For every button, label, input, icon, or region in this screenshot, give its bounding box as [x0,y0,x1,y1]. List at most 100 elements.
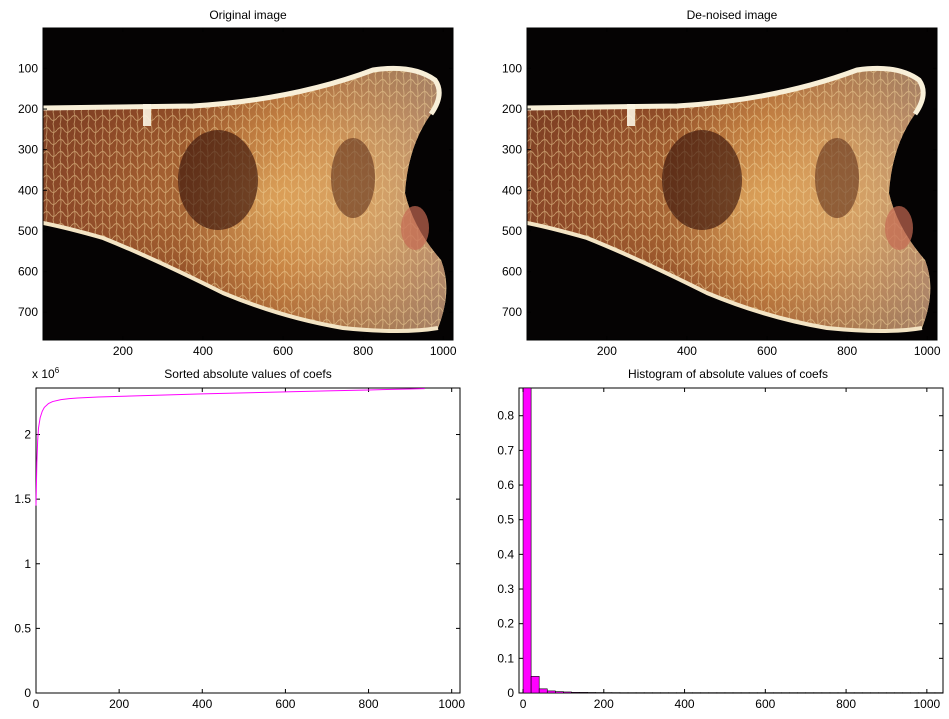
x-tick-label: 1000 [913,697,940,711]
x-tick-label: 200 [597,344,617,358]
y-tick-label: 700 [18,305,38,319]
x-tick-label: 200 [109,697,129,711]
y-tick-label: 0.4 [497,547,514,561]
y-tick-label: 1.5 [14,492,31,506]
histogram-bar [781,692,790,694]
tick-group: 200 400 600 800 1000 100 200 300 400 500 600 700 [18,28,457,358]
axes-frame [35,387,461,694]
histogram-bar [894,692,903,694]
y-tick-label: 0.5 [14,621,31,635]
y-tick-label: 0.2 [497,617,514,631]
histogram-bar [748,692,758,694]
y-tick-label: 500 [502,224,522,238]
y-tick-label: 200 [502,102,522,116]
x-tick-label: 1000 [430,344,457,358]
y-tick-label: 700 [502,305,522,319]
y-tick-label: 400 [18,183,38,197]
histogram-bar [595,692,605,694]
tick-group: 0 200 400 600 800 1000 0 0.5 1 1.5 2 [14,388,465,711]
histogram-bar [643,692,653,694]
histogram-bar [837,692,847,694]
histogram-bar [926,692,936,694]
histogram-bar [692,692,702,694]
y-tick-label: 100 [18,61,38,75]
x-tick-label: 200 [113,344,133,358]
histogram-bar [902,692,911,694]
histogram-bar [756,692,766,694]
y-tick-label: 600 [502,265,522,279]
histogram-bar [853,692,863,694]
axes-frame [42,27,454,341]
histogram-bar [821,692,831,694]
histogram-bar [603,692,613,694]
y-tick-label: 0 [24,686,31,700]
histogram-bar [805,692,815,694]
histogram-bar [619,692,629,694]
y-tick-label: 0.3 [497,582,514,596]
histogram-bar [732,692,742,694]
axes-frame [526,27,938,341]
histogram-bar [676,692,685,694]
histogram-bar [684,692,693,694]
histogram-bar [587,692,597,694]
histogram-bar [563,691,572,694]
tick-group: 0 200 400 600 800 1000 0 0.1 0.2 0.3 0.4 0.5 0.6 0.7 0… [497,388,943,711]
histogram-bar [813,692,823,694]
y-tick-label: 0.6 [497,478,514,492]
chart-title: Sorted absolute values of coefs [164,367,331,381]
x-tick-label: 800 [836,697,856,711]
y-tick-label: 600 [18,265,38,279]
histogram-bar [660,692,669,694]
histogram-bar [538,688,548,694]
histogram-bar [700,692,710,694]
y-tick-label: 500 [18,224,38,238]
y-exponent-label: x 106 [32,366,60,381]
y-tick-label: 0.8 [497,409,514,423]
histogram-bar [716,692,726,694]
histogram-bar [886,692,895,694]
histogram-bar [918,692,928,694]
x-tick-label: 600 [757,344,777,358]
histogram-bar [611,692,621,694]
histogram-bar [635,692,645,694]
histogram-bar [773,692,782,694]
panel-sorted-coefs: Sorted absolute values of coefs x 106 0 2… [14,366,465,711]
series-line [35,388,425,506]
y-tick-label: 400 [502,183,522,197]
histogram-bar [861,692,871,694]
chart-title: De-noised image [687,8,778,22]
y-tick-label: 0 [507,686,514,700]
x-tick-label: 800 [359,697,379,711]
x-tick-label: 800 [837,344,857,358]
panel-denoised-image: De-noised image 200 400 600 800 1000 100 200 30… [502,8,941,358]
y-tick-label: 0.5 [497,513,514,527]
panel-original-image: Original image 200 400 600 800 1000 100 200 300… [18,8,457,358]
y-tick-label: 200 [18,102,38,116]
histogram-bar [740,692,750,694]
histogram-bar [724,692,734,694]
histogram-bar [546,690,556,694]
y-tick-label: 0.7 [497,443,514,457]
x-tick-label: 400 [675,697,695,711]
histogram-bar [829,692,839,694]
x-tick-label: 600 [755,697,775,711]
x-tick-label: 600 [275,697,295,711]
histogram-bar [765,692,774,694]
chart-title: Original image [209,8,287,22]
histogram-bar [668,692,677,694]
x-tick-label: 1000 [914,344,941,358]
y-tick-label: 1 [24,557,31,571]
histogram-bar [571,692,580,694]
y-tick-label: 0.1 [497,651,514,665]
tick-group: 200 400 600 800 1000 100 200 300 400 500 600 700 [502,28,941,358]
bar-group [522,387,944,694]
axes-frame [518,387,944,694]
x-tick-label: 400 [677,344,697,358]
y-tick-label: 100 [502,61,522,75]
histogram-bar [555,691,564,694]
x-tick-label: 1000 [438,697,465,711]
histogram-bar [627,692,637,694]
chart-title: Histogram of absolute values of coefs [628,367,828,381]
histogram-bar [870,692,879,694]
